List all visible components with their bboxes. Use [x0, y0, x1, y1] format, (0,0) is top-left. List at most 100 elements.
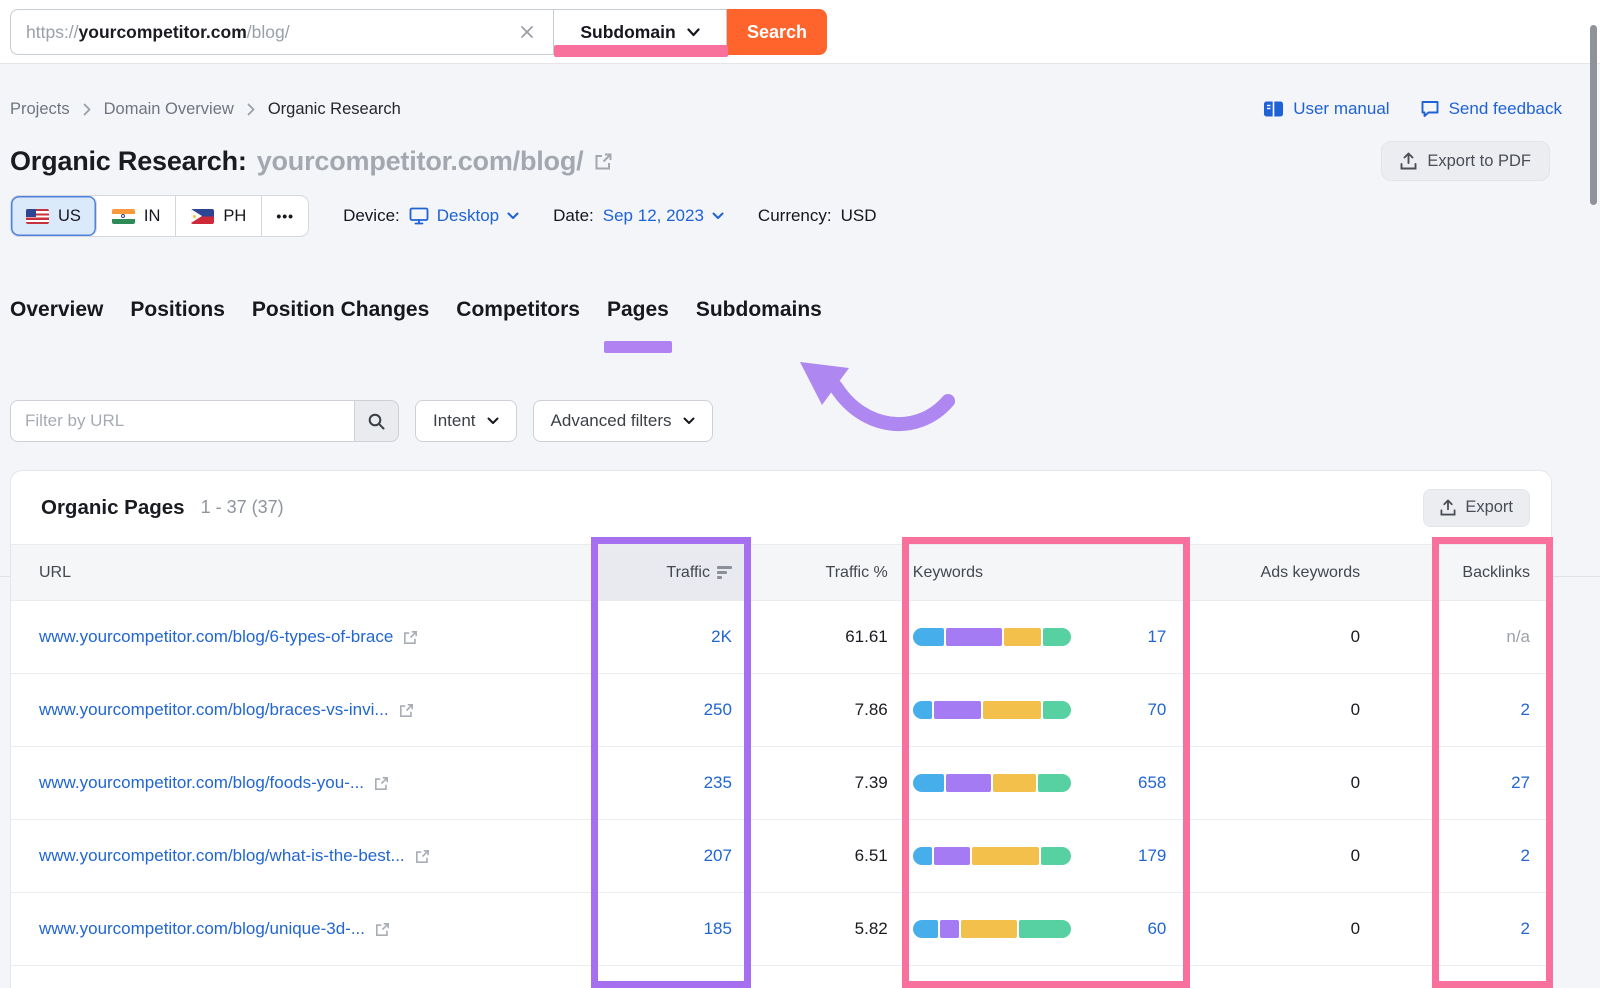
user-manual-link[interactable]: User manual — [1263, 99, 1390, 119]
advanced-filters-label: Advanced filters — [550, 411, 672, 430]
header-links: User manual Send feedback — [1263, 99, 1562, 119]
backlinks-value[interactable]: 2 — [1520, 919, 1530, 938]
keywords-count[interactable]: 70 — [1147, 700, 1167, 719]
currency-value: USD — [840, 206, 877, 225]
external-link-icon[interactable] — [373, 775, 390, 792]
tab-positions[interactable]: Positions — [130, 298, 225, 321]
country-tab-in[interactable]: IN — [97, 196, 177, 236]
country-tab-ph[interactable]: PH — [176, 196, 263, 236]
send-feedback-link[interactable]: Send feedback — [1420, 99, 1562, 119]
export-button[interactable]: Export — [1423, 488, 1530, 527]
external-link-icon[interactable] — [398, 702, 415, 719]
traffic-cell: 207 — [595, 820, 750, 892]
intent-bar — [912, 774, 1071, 792]
date-dropdown[interactable]: Sep 12, 2023 — [603, 206, 724, 226]
url-domain: yourcompetitor.com — [78, 21, 247, 42]
organic-pages-card: Organic Pages 1 - 37 (37) Export URL Tra… — [10, 470, 1552, 988]
keywords-count[interactable]: 658 — [1138, 773, 1167, 792]
url-protocol: https:// — [26, 21, 79, 42]
backlinks-value[interactable]: 2 — [1520, 700, 1530, 719]
chevron-down-icon — [683, 417, 694, 424]
traffic-pct-cell: 6.51 — [750, 820, 902, 892]
keywords-count[interactable]: 179 — [1138, 846, 1167, 865]
page-url-link[interactable]: www.yourcompetitor.com/blog/braces-vs-in… — [39, 700, 415, 720]
upload-icon — [1400, 152, 1417, 170]
traffic-value[interactable]: 2K — [711, 627, 732, 646]
country-tab-us[interactable]: US — [11, 196, 97, 236]
traffic-pct-cell: 7.39 — [750, 747, 902, 819]
traffic-pct-cell: 7.86 — [750, 674, 902, 746]
export-to-pdf-button[interactable]: Export to PDF — [1381, 141, 1550, 181]
ads-keywords-value: 0 — [1350, 846, 1361, 865]
traffic-pct-value: 7.39 — [854, 773, 888, 792]
backlinks-value[interactable]: 2 — [1520, 846, 1530, 865]
keywords-cell: 179 — [902, 820, 1190, 892]
main-content: Projects Domain Overview Organic Researc… — [0, 64, 1600, 988]
traffic-value[interactable]: 235 — [703, 773, 732, 792]
traffic-pct-cell: 5.82 — [750, 893, 902, 965]
traffic-value[interactable]: 250 — [703, 700, 732, 719]
page-url-link[interactable]: www.yourcompetitor.com/blog/foods-you-..… — [39, 773, 390, 793]
external-link-icon[interactable] — [414, 848, 431, 865]
desktop-icon — [409, 207, 429, 225]
ads-keywords-value: 0 — [1350, 627, 1361, 646]
device-label: Device: — [343, 206, 400, 225]
clear-input-icon[interactable] — [516, 21, 538, 43]
keywords-cell: 60 — [902, 893, 1190, 965]
tab-position-changes[interactable]: Position Changes — [251, 298, 430, 321]
search-button[interactable]: Search — [727, 9, 827, 55]
column-header-ads-keywords[interactable]: Ads keywords — [1260, 563, 1361, 581]
column-header-backlinks[interactable]: Backlinks — [1462, 563, 1530, 581]
keywords-count[interactable]: 60 — [1147, 919, 1167, 938]
more-countries-button[interactable]: ••• — [276, 208, 295, 224]
device-dropdown[interactable]: Desktop — [409, 206, 519, 226]
filter-by-url-input[interactable] — [10, 400, 354, 442]
tab-overview[interactable]: Overview — [10, 298, 104, 321]
intent-filter-dropdown[interactable]: Intent — [415, 400, 517, 442]
traffic-cell: 235 — [595, 747, 750, 819]
url-cell: www.yourcompetitor.com/blog/unique-3d-..… — [11, 893, 595, 965]
external-link-icon[interactable] — [593, 151, 614, 172]
page-url-link[interactable]: www.yourcompetitor.com/blog/what-is-the-… — [39, 846, 431, 866]
breadcrumb-domain-overview[interactable]: Domain Overview — [103, 99, 234, 118]
page-url-link[interactable]: www.yourcompetitor.com/blog/6-types-of-b… — [39, 627, 419, 647]
column-header-keywords[interactable]: Keywords — [912, 563, 984, 581]
tab-subdomains[interactable]: Subdomains — [695, 298, 822, 321]
traffic-cell: 250 — [595, 674, 750, 746]
backlinks-value[interactable]: n/a — [1506, 627, 1530, 646]
traffic-value[interactable]: 207 — [703, 846, 732, 865]
ads-keywords-cell: 0 — [1189, 674, 1431, 746]
export-pdf-label: Export to PDF — [1427, 151, 1531, 170]
traffic-pct-cell: 61.61 — [750, 601, 902, 673]
column-header-traffic-pct[interactable]: Traffic % — [825, 563, 888, 581]
philippines-flag-icon — [191, 208, 215, 224]
backlinks-value[interactable]: 27 — [1511, 773, 1530, 792]
device-selector: Device: Desktop — [343, 206, 519, 226]
table-row: www.yourcompetitor.com/blog/foods-you-..… — [11, 747, 1551, 820]
external-link-icon[interactable] — [374, 921, 391, 938]
tab-competitors[interactable]: Competitors — [456, 298, 580, 321]
advanced-filters-dropdown[interactable]: Advanced filters — [532, 400, 713, 442]
filters-row: US IN PH ••• Device: Desktop Date: S — [10, 195, 877, 237]
vertical-scrollbar[interactable] — [1590, 25, 1597, 205]
country-label-us: US — [58, 206, 81, 225]
breadcrumb-projects[interactable]: Projects — [10, 99, 70, 118]
tab-pages[interactable]: Pages — [603, 296, 672, 353]
keywords-count[interactable]: 17 — [1147, 627, 1167, 646]
page-title: Organic Research: — [10, 145, 247, 176]
breadcrumb-row: Projects Domain Overview Organic Researc… — [10, 94, 1562, 124]
keywords-cell: 17 — [902, 601, 1190, 673]
traffic-value[interactable]: 185 — [703, 919, 732, 938]
card-title: Organic Pages — [41, 495, 185, 519]
column-header-traffic[interactable]: Traffic — [595, 545, 750, 600]
external-link-icon[interactable] — [402, 629, 419, 646]
ads-keywords-cell: 0 — [1189, 820, 1431, 892]
page-url-link[interactable]: www.yourcompetitor.com/blog/unique-3d-..… — [39, 919, 391, 939]
backlinks-cell: n/a — [1431, 601, 1551, 673]
domain-url-input[interactable]: https://yourcompetitor.com/blog/ — [10, 9, 553, 55]
filter-search-button[interactable] — [354, 400, 399, 442]
book-icon — [1264, 101, 1284, 117]
column-header-url[interactable]: URL — [39, 563, 72, 581]
backlinks-cell: 2 — [1431, 893, 1551, 965]
ads-keywords-value: 0 — [1350, 700, 1361, 719]
